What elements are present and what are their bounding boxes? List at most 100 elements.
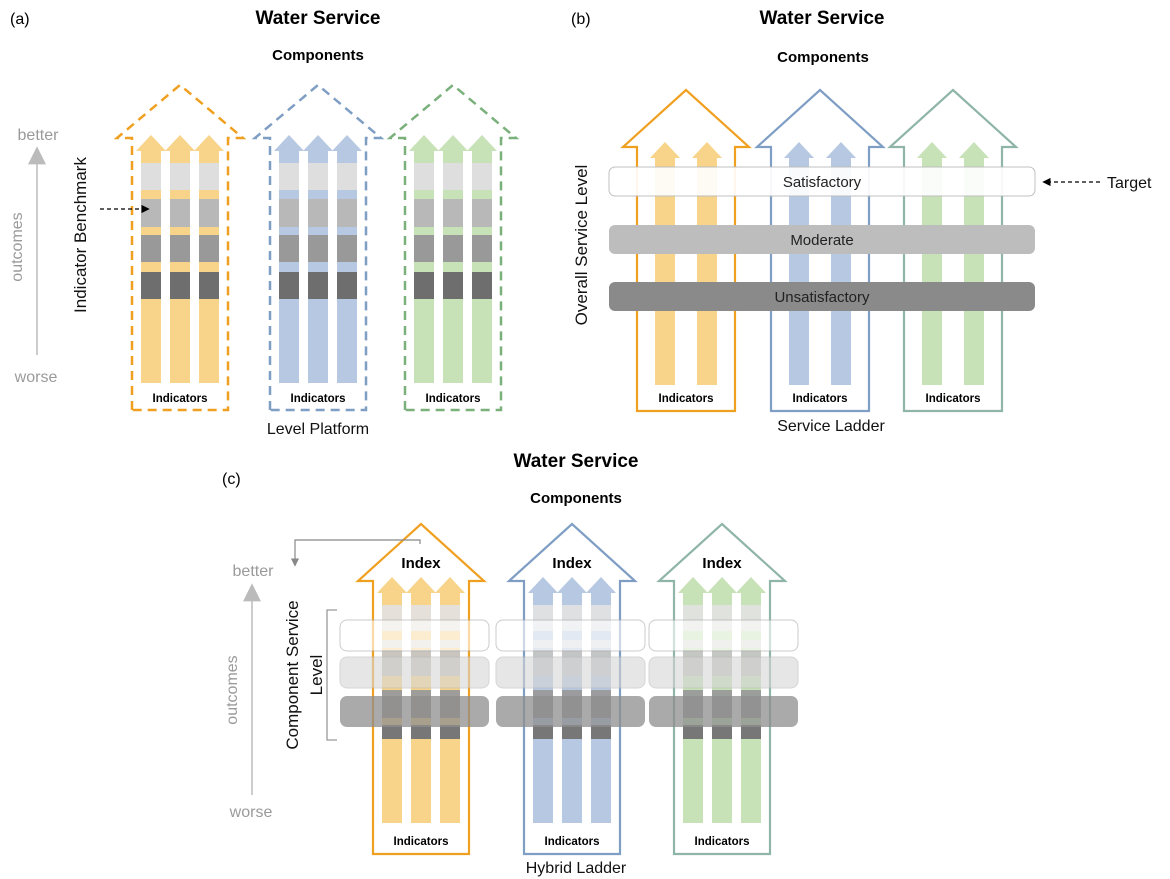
benchmark-block-2	[443, 199, 463, 227]
panel-c-index-feedback-arrow	[290, 539, 421, 567]
indicator-head	[406, 577, 436, 593]
benchmark-block-1	[170, 163, 190, 190]
benchmark-block-3	[472, 235, 492, 262]
benchmark-block-5	[712, 725, 732, 739]
panel-c-indicators-label: Indicators	[394, 836, 449, 848]
benchmark-block-4	[170, 272, 190, 299]
benchmark-block-3	[337, 235, 357, 262]
panel-b-indicator-arrow-1	[650, 142, 680, 385]
panel-c-label: (c)	[222, 471, 241, 488]
indicator-shaft	[831, 158, 851, 385]
indicator-head	[736, 577, 766, 593]
indicator-shaft	[655, 158, 675, 385]
panel-a-indicator-arrow-1	[136, 135, 166, 383]
panel-b-indicator-arrow-2	[959, 142, 989, 385]
panel-b-title: Water Service	[760, 8, 885, 29]
panel-b-service-ladder: (b) Water Service Components Indicators I…	[571, 8, 1152, 435]
panel-c-indicators-label: Indicators	[545, 836, 600, 848]
benchmark-block-5	[591, 725, 611, 739]
panel-a-component-2: Indicators	[251, 83, 385, 412]
benchmark-block-5	[741, 725, 761, 739]
panel-a-label: (a)	[10, 11, 30, 28]
benchmark-block-3	[279, 235, 299, 262]
panel-c-hybrid-ladder: (c) Water Service Components Index Indica…	[222, 451, 799, 877]
panel-b-service-bands: Satisfactory Moderate Unsatisfactory	[608, 166, 1036, 311]
panel-c-component-1: Index Indicators	[355, 522, 487, 856]
panel-c-band-row3-col2	[496, 696, 645, 727]
panel-c-band-row1-col3	[648, 619, 799, 652]
panel-c-band-row1-col2	[495, 619, 646, 652]
indicator-shaft	[697, 158, 717, 385]
benchmark-block-1	[308, 163, 328, 190]
benchmark-block-5	[562, 725, 582, 739]
benchmark-block-5	[382, 725, 402, 739]
benchmark-block-2	[199, 199, 219, 227]
benchmark-block-2	[414, 199, 434, 227]
benchmark-block-2	[279, 199, 299, 227]
panel-a-subtitle: Components	[272, 47, 364, 64]
panel-a-title: Water Service	[256, 8, 381, 29]
panel-b-indicator-arrow-1	[784, 142, 814, 385]
indicator-head	[303, 135, 333, 151]
panel-a-component-outline	[113, 83, 247, 412]
benchmark-block-1	[443, 163, 463, 190]
benchmark-block-3	[170, 235, 190, 262]
benchmark-block-4	[472, 272, 492, 299]
panel-a-component-outline	[251, 83, 385, 412]
benchmark-block-1	[414, 163, 434, 190]
panel-b-band-label: Moderate	[790, 232, 853, 249]
benchmark-block-2	[337, 199, 357, 227]
indicator-shaft	[964, 158, 984, 385]
panel-c-axis-worse: worse	[229, 804, 273, 821]
panel-b-band-unsatisfactory: Unsatisfactory	[609, 282, 1035, 311]
benchmark-block-1	[199, 163, 219, 190]
panel-c-component-service-label-line1: Component Service	[283, 600, 302, 749]
benchmark-block-5	[683, 725, 703, 739]
panel-c-components: Index Indicators Index Indicators Index Indic…	[355, 522, 788, 856]
indicator-head	[784, 142, 814, 158]
panel-b-band-label: Unsatisfactory	[774, 289, 870, 306]
panel-b-band-moderate: Moderate	[609, 225, 1035, 254]
benchmark-block-1	[141, 163, 161, 190]
benchmark-block-3	[308, 235, 328, 262]
indicator-head	[826, 142, 856, 158]
indicator-head	[467, 135, 497, 151]
benchmark-block-3	[443, 235, 463, 262]
benchmark-block-1	[472, 163, 492, 190]
benchmark-block-1	[337, 163, 357, 190]
panel-a-level-platform: (a) Water Service Components Indicators I…	[9, 8, 520, 438]
indicator-head	[586, 577, 616, 593]
panel-a-indicator-arrow-1	[274, 135, 304, 383]
benchmark-block-5	[440, 725, 460, 739]
panel-a-indicators-label: Indicators	[426, 393, 481, 405]
panel-b-indicator-arrow-2	[826, 142, 856, 385]
panel-b-subtitle: Components	[777, 49, 869, 66]
panel-c-level-bracket	[326, 609, 337, 741]
panel-a-component-3: Indicators	[386, 83, 520, 412]
indicator-shaft	[789, 158, 809, 385]
benchmark-block-2	[308, 199, 328, 227]
benchmark-block-2	[170, 199, 190, 227]
indicator-head	[678, 577, 708, 593]
panel-b-indicators-label: Indicators	[926, 393, 981, 405]
panel-c-title: Water Service	[514, 451, 639, 472]
benchmark-block-3	[141, 235, 161, 262]
indicator-head	[136, 135, 166, 151]
panel-c-axis-outcomes: outcomes	[224, 655, 241, 724]
benchmark-block-4	[337, 272, 357, 299]
panel-a-indicator-arrow-3	[467, 135, 497, 383]
panel-b-caption: Service Ladder	[777, 418, 885, 435]
benchmark-block-4	[141, 272, 161, 299]
indicator-head	[917, 142, 947, 158]
panel-a-indicator-arrow-2	[303, 135, 333, 383]
indicator-head	[438, 135, 468, 151]
panel-a-indicator-arrow-3	[194, 135, 224, 383]
benchmark-block-2	[472, 199, 492, 227]
panel-a-indicators-label: Indicators	[153, 393, 208, 405]
panel-c-band-row3-col1	[340, 696, 489, 727]
panel-c-service-bands	[339, 619, 799, 727]
panel-a-axis-worse: worse	[14, 369, 58, 386]
panel-c-component-service-label-line2: Level	[307, 655, 326, 696]
panel-b-indicators-label: Indicators	[793, 393, 848, 405]
